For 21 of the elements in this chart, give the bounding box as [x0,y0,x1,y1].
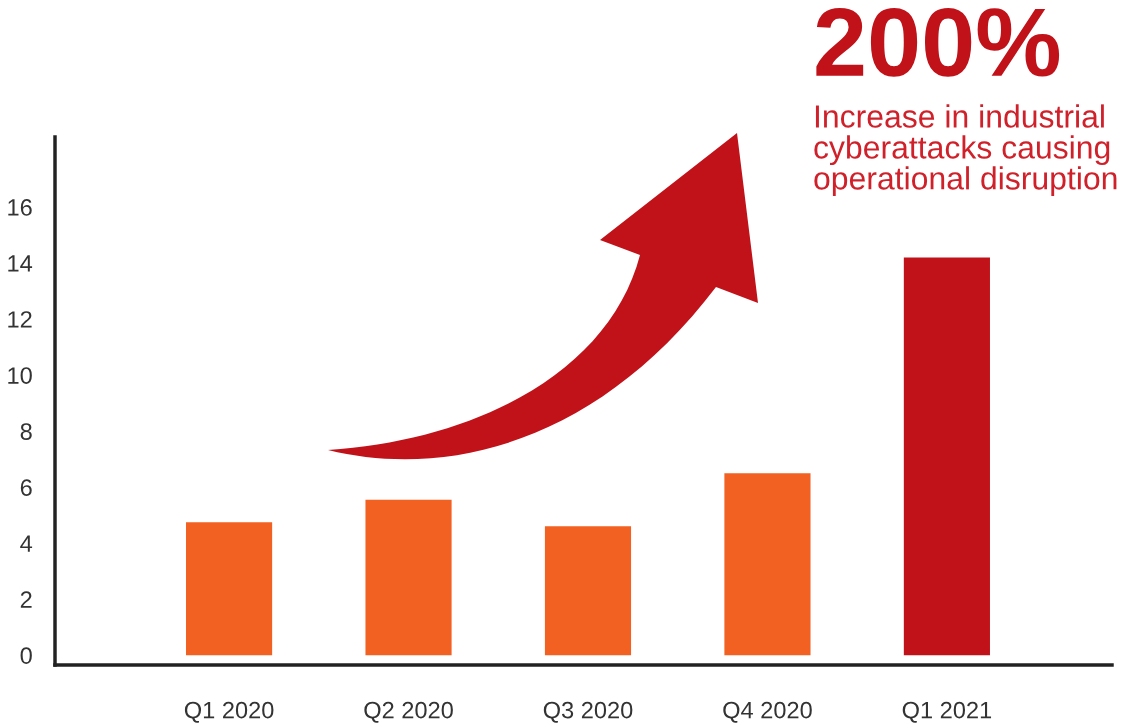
bar [365,499,452,656]
bar [724,473,811,656]
y-tick-label: 6 [20,479,32,496]
x-tick-label: Q1 2021 [902,701,992,723]
y-tick-label: 12 [8,311,32,328]
y-tick-label: 0 [20,647,32,664]
annotation: Increase in industrial cyberattacks causing operational disruption [814,104,1117,196]
bar [544,526,632,656]
x-tick-label: Q3 2020 [543,701,633,723]
bar [903,257,990,656]
x-tick-label: Q2 2020 [364,701,453,723]
text: 200% [816,7,1060,77]
y-tick-label: 2 [20,591,32,608]
y-tick-label: 4 [20,535,33,552]
y-tick-label: 16 [8,199,32,216]
y-tick-label: 8 [20,423,32,440]
bar [186,522,273,656]
y-tick-label: 10 [8,367,32,384]
x-tick-label: Q1 2020 [184,701,274,723]
x-tick-label: Q4 2020 [723,701,812,723]
y-tick-label: 14 [8,255,33,272]
